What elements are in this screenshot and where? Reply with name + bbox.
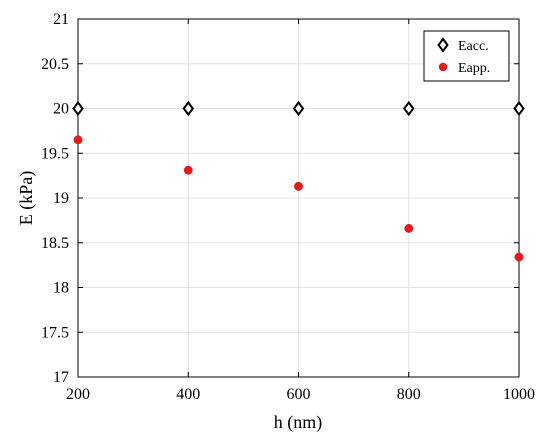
legend: Eacc. Eapp. [423,30,510,82]
data-point-circle [514,252,524,262]
series-eapp [73,135,524,262]
x-tick-label: 400 [176,386,200,403]
tick-labels: 200 400 600 800 1000 17 17.5 18 18.5 19 19.5 20 20.5… [41,11,535,403]
series-layer [72,100,525,262]
legend-box [423,30,510,82]
data-point-diamond [72,100,84,117]
y-tick-label: 17 [53,369,69,386]
y-tick-label: 19 [53,190,69,207]
x-tick-label: 1000 [503,386,535,403]
y-tick-label: 18.5 [41,235,69,252]
data-point-circle [404,223,414,233]
data-point-circle [183,165,193,175]
legend-marker-circle [438,62,448,72]
y-tick-label: 19.5 [41,145,69,162]
x-axis-label: h (nm) [274,412,323,433]
data-point-diamond [182,100,194,117]
series-eacc [72,100,525,117]
data-point-diamond [292,100,305,117]
x-tick-label: 200 [66,386,90,403]
data-point-diamond [403,100,415,117]
legend-label-eapp: Eapp. [458,61,490,76]
data-point-diamond [513,100,525,117]
legend-label-eacc: Eacc. [458,39,489,54]
data-point-circle [294,181,303,191]
x-tick-label: 600 [287,386,311,403]
legend-marker-diamond [437,37,449,53]
data-point-circle [73,135,83,145]
y-tick-label: 20 [53,101,69,118]
y-tick-label: 20.5 [41,56,69,73]
y-tick-label: 17.5 [41,324,69,341]
y-tick-label: 21 [53,11,69,28]
y-tick-label: 18 [53,280,69,297]
x-tick-label: 800 [397,386,421,403]
y-axis-label: E (kPa) [16,171,37,225]
